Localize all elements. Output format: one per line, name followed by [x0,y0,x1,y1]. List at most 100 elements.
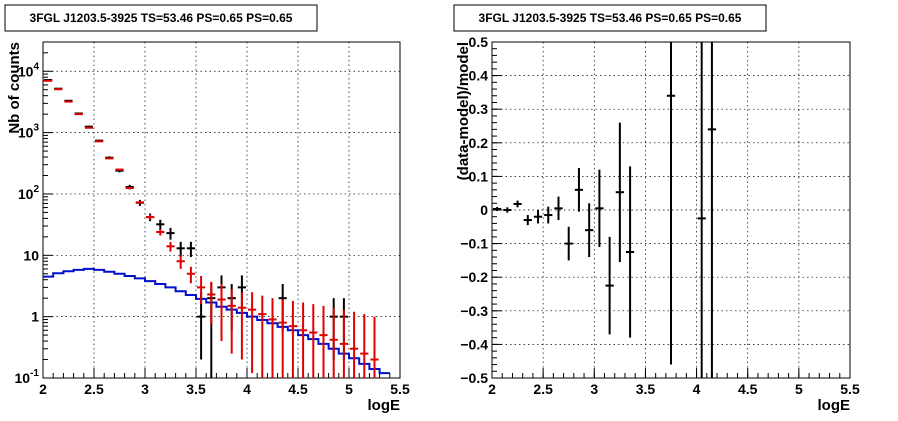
data-point [523,215,532,226]
y-tick-base: 10 [18,125,34,141]
plot-area [493,42,717,378]
x-tick-label: 3 [141,381,149,397]
data-point [278,299,287,378]
data-point [595,169,604,247]
x-tick-label: 4.5 [738,381,758,397]
data-point [329,307,338,378]
x-axis-label: logE [818,397,851,414]
x-tick-label: 5.5 [390,381,410,397]
y-tick-label: −0.4 [460,336,488,352]
data-point [186,266,195,284]
data-point [288,300,297,378]
data-point [156,228,165,236]
y-tick-label: 104 [18,61,40,79]
data-point [574,168,584,212]
y-tick-label: 10-1 [15,368,40,386]
y-tick-label: 102 [18,184,40,202]
data-point [74,113,83,116]
data-point [585,203,594,258]
y-tick-label: 1 [31,309,39,325]
data-point [615,122,624,263]
data-point [350,311,359,378]
data-point [258,295,267,378]
y-tick-base: 10 [15,370,31,386]
data-point [197,275,206,305]
x-tick-label: 2.5 [533,381,553,397]
model-step-line [43,267,390,375]
data-point [268,298,277,378]
y-tick-exponent: -1 [30,368,39,379]
data-point [135,200,144,204]
right-panel-residuals: 2 2.5 3 3.5 4 4.5 5 5.5 −0.5 −0.4 −0.3 −0.2 −0.1 0 0.1… [453,4,860,414]
data-point [146,214,155,220]
y-axis-label: (data-model)/model [455,42,472,180]
data-point [105,157,114,160]
y-tick-label: 0.3 [469,101,489,117]
title-box [453,4,767,32]
data-point [533,210,543,224]
data-point [625,166,635,338]
x-tick-label: 2 [39,381,47,397]
data-point [227,289,236,354]
y-tick-base: 10 [23,247,39,263]
x-axis-label: logE [368,397,401,414]
data-point [84,126,93,129]
y-tick-label: −0.5 [460,370,488,386]
data-point [237,292,246,360]
title-box [4,4,318,32]
data-point [564,226,573,261]
data-point [339,309,348,378]
data-point [176,241,185,257]
data-point [166,241,175,252]
y-tick-label: 0 [480,202,488,218]
plot-frame [42,41,401,379]
y-tick-label: 103 [18,123,40,141]
y-tick-label: −0.2 [460,269,488,285]
data-point [125,186,134,190]
x-tick-label: 5 [345,381,353,397]
y-tick-exponent: 2 [33,184,39,195]
data-point [319,305,328,378]
y-tick-base: 10 [18,63,34,79]
y-tick-label: 0.4 [469,68,489,84]
x-tick-label: 4.5 [288,381,308,397]
data-point [166,227,175,240]
x-tick-label: 3.5 [186,381,206,397]
x-tick-label: 5.5 [840,381,860,397]
y-tick-label: −0.1 [460,236,488,252]
x-tick-label: 4 [243,381,251,397]
data-point [605,236,614,335]
data-point [707,42,717,378]
y-tick-base: 10 [18,186,34,202]
x-tick-label: 2.5 [84,381,104,397]
x-tick-label: 3 [590,381,598,397]
plot-area [43,79,390,378]
y-tick-label: 0.5 [469,34,489,50]
data-point [503,207,512,213]
y-tick-label: 0.1 [469,168,489,184]
chart-title: 3FGL J1203.5-3925 TS=53.46 PS=0.65 PS=0.… [30,11,293,25]
y-tick-exponent: 3 [33,123,39,134]
data-point [176,255,185,269]
data-point [360,314,369,378]
y-tick-label: 0.2 [469,135,489,151]
data-point [370,316,379,378]
data-point [666,42,676,365]
x-tick-label: 2 [488,381,496,397]
data-point [186,241,195,257]
data-point [513,200,522,208]
x-tick-label: 3.5 [636,381,656,397]
data-point [299,302,308,378]
data-point [697,42,706,378]
chart-title: 3FGL J1203.5-3925 TS=53.46 PS=0.65 PS=0.… [479,11,742,25]
data-point [493,206,502,212]
y-axis-label: Nb of counts [6,42,23,134]
x-tick-label: 4 [693,381,701,397]
y-tick-base: 1 [31,309,39,325]
data-point [115,168,124,171]
y-tick-exponent: 4 [33,61,39,72]
y-tick-label: 10 [23,247,39,263]
data-point [156,219,165,230]
